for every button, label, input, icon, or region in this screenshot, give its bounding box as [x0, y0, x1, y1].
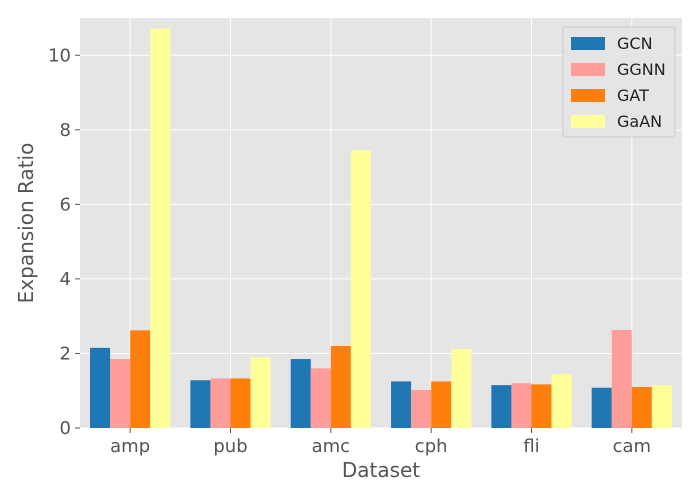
x-tick-label: cam [613, 436, 651, 457]
bar-gaan-amc [350, 150, 371, 428]
bar-gat-pub [230, 378, 251, 428]
bar-gaan-cph [451, 348, 472, 428]
bar-gcn-cam [591, 387, 612, 428]
bar-gat-cam [631, 387, 652, 428]
bar-gcn-fli [491, 385, 512, 428]
bar-ggnn-cam [611, 329, 632, 428]
x-tick-label: pub [213, 436, 247, 457]
x-tick-label: fli [523, 436, 539, 457]
bar-ggnn-cph [411, 389, 432, 428]
bar-ggnn-amc [310, 368, 331, 428]
bar-gat-cph [431, 381, 452, 428]
x-tick-label: cph [415, 436, 448, 457]
bar-gcn-amc [290, 359, 311, 428]
bar-gcn-pub [190, 380, 211, 428]
legend-label-gat: GAT [617, 86, 649, 105]
y-tick-label: 2 [60, 343, 71, 364]
legend-swatch-gcn [571, 37, 605, 50]
legend-swatch-gaan [571, 115, 605, 128]
bar-gat-amp [130, 330, 151, 428]
bar-ggnn-pub [210, 378, 231, 428]
bar-gaan-fli [551, 373, 572, 428]
legend-label-gaan: GaAN [617, 112, 662, 131]
x-tick-label: amp [110, 436, 150, 457]
y-tick-label: 10 [48, 45, 71, 66]
bar-gaan-amp [150, 28, 171, 428]
x-axis-ticks: amp pub amc cph fli cam [110, 428, 651, 457]
bar-ggnn-fli [511, 383, 532, 428]
bar-gat-fli [531, 384, 552, 428]
grid-lines [80, 18, 682, 429]
bar-gat-amc [330, 346, 351, 428]
y-axis-ticks: 0 2 4 6 8 10 [48, 45, 80, 439]
y-tick-label: 8 [60, 120, 71, 141]
bar-gcn-cph [391, 381, 412, 428]
bar-gaan-pub [250, 357, 271, 428]
x-tick-label: amc [312, 436, 350, 457]
y-tick-label: 0 [60, 418, 71, 439]
y-tick-label: 4 [60, 269, 71, 290]
legend-label-gcn: GCN [617, 34, 653, 53]
bar-ggnn-amp [110, 359, 131, 428]
legend-swatch-gat [571, 89, 605, 102]
legend-swatch-ggnn [571, 63, 605, 76]
legend: GCN GGNN GAT GaAN [562, 26, 676, 138]
bar-gaan-cam [651, 385, 672, 428]
x-axis-title: Dataset [342, 458, 420, 482]
bar-gcn-amp [90, 347, 111, 428]
bars [90, 28, 672, 428]
y-axis-title: Expansion Ratio [14, 143, 38, 304]
legend-label-ggnn: GGNN [617, 60, 666, 79]
y-tick-label: 6 [60, 194, 71, 215]
legend-box [562, 26, 676, 138]
